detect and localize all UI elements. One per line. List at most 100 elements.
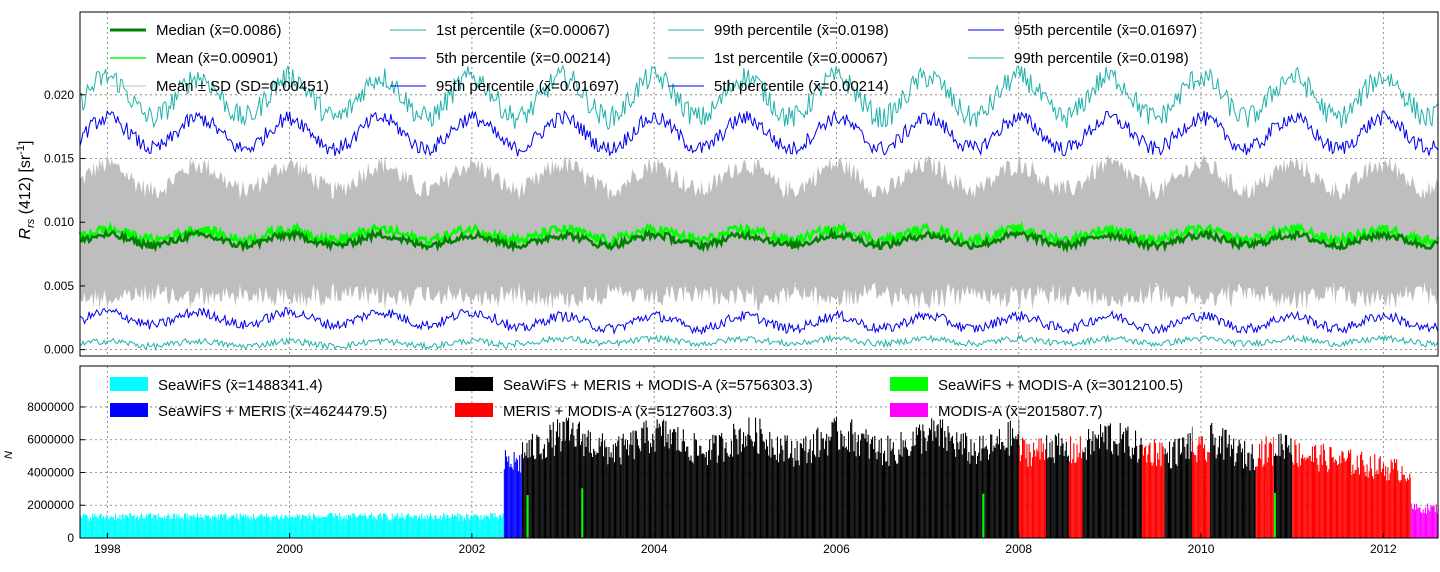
- count-bar: [462, 520, 464, 538]
- count-bar: [842, 446, 844, 538]
- count-bar: [510, 463, 512, 538]
- count-bar: [1315, 445, 1317, 538]
- count-bar: [1000, 449, 1002, 538]
- count-bar: [809, 439, 811, 538]
- count-bar: [327, 514, 329, 538]
- count-bar: [362, 514, 364, 538]
- count-bar: [1100, 424, 1102, 538]
- count-bar: [288, 514, 290, 538]
- count-bar: [428, 516, 430, 538]
- count-bar: [1167, 462, 1169, 538]
- count-bar: [471, 517, 473, 538]
- count-bar: [1277, 455, 1279, 538]
- count-bar: [448, 518, 450, 538]
- count-bar: [1156, 465, 1158, 538]
- count-bar: [298, 514, 300, 538]
- count-bar: [693, 433, 695, 538]
- count-bar: [1281, 444, 1283, 538]
- count-bar: [1424, 507, 1426, 538]
- count-bar: [98, 515, 100, 538]
- bottom-x-ticks: 1998 2000 2002 2004 2006 2008 2010 2012: [94, 533, 1397, 556]
- count-bar: [1385, 466, 1387, 538]
- count-bar: [1381, 468, 1383, 538]
- count-bar: [715, 435, 717, 538]
- count-bar: [334, 513, 336, 538]
- count-bar: [816, 429, 818, 538]
- count-bar: [1154, 442, 1156, 538]
- count-bar: [294, 516, 296, 538]
- count-bar: [1330, 447, 1332, 538]
- count-bar: [144, 518, 146, 538]
- count-bar: [1177, 438, 1179, 538]
- count-bar: [1116, 444, 1118, 538]
- count-bar: [434, 515, 436, 538]
- count-bar: [1220, 453, 1222, 538]
- count-bar: [826, 433, 828, 538]
- count-bar: [843, 436, 845, 538]
- count-bar: [160, 518, 162, 538]
- count-bar: [377, 515, 379, 538]
- series-95th-percentile: [79, 109, 1439, 157]
- count-bar: [1429, 511, 1431, 538]
- count-bar: [1279, 456, 1281, 538]
- count-bar: [1158, 459, 1160, 538]
- count-bar: [856, 441, 858, 538]
- count-bar: [1408, 479, 1410, 538]
- count-bar: [1291, 455, 1293, 538]
- count-bar: [695, 440, 697, 538]
- count-bar: [697, 455, 699, 538]
- count-bar: [568, 417, 570, 538]
- count-bar: [679, 451, 681, 538]
- count-bar: [185, 513, 187, 538]
- count-bar: [247, 515, 249, 538]
- count-bar: [981, 448, 983, 538]
- count-bar: [1375, 473, 1377, 538]
- count-bar: [676, 450, 678, 538]
- count-bar: [1384, 475, 1386, 538]
- count-bar: [1188, 459, 1190, 538]
- count-bar: [726, 452, 728, 538]
- count-bar: [1181, 452, 1183, 538]
- count-bar: [276, 516, 278, 538]
- count-bar: [1380, 472, 1382, 538]
- count-bar: [851, 419, 853, 538]
- count-bar: [796, 440, 798, 538]
- count-bar: [1255, 467, 1256, 538]
- count-bar: [811, 450, 813, 538]
- count-bar: [503, 513, 504, 538]
- count-bar: [595, 455, 597, 538]
- count-bar: [774, 454, 776, 538]
- count-bar: [627, 440, 629, 538]
- count-bar: [1355, 469, 1357, 538]
- count-bar: [447, 515, 449, 538]
- count-bar: [1290, 438, 1292, 538]
- count-bar: [201, 517, 203, 538]
- count-bar: [258, 516, 260, 538]
- count-bar: [1127, 426, 1129, 538]
- count-bar: [457, 513, 459, 538]
- count-bar: [466, 513, 468, 538]
- count-bar: [907, 449, 909, 538]
- series-1st-percentile: [79, 334, 1439, 352]
- count-bar: [496, 517, 498, 538]
- count-bar: [153, 514, 155, 538]
- count-bar: [446, 514, 448, 538]
- top-legend-label: 1st percentile (x̄=0.00067): [436, 22, 610, 39]
- count-bar: [1124, 452, 1126, 538]
- count-bar: [991, 434, 993, 538]
- count-bar: [600, 441, 602, 538]
- count-bar: [1232, 448, 1234, 538]
- count-bar: [482, 519, 484, 538]
- count-bar: [885, 461, 887, 538]
- count-bar: [381, 520, 383, 538]
- bottom-x-tick-label: 2010: [1188, 542, 1215, 556]
- count-bar: [846, 449, 848, 538]
- count-bar: [228, 517, 230, 538]
- count-bar: [349, 515, 351, 538]
- count-bar: [955, 456, 957, 538]
- count-bar: [521, 454, 523, 538]
- count-bar: [586, 436, 588, 538]
- count-bar: [300, 518, 302, 538]
- count-bar: [81, 517, 83, 538]
- count-bar: [1083, 452, 1085, 538]
